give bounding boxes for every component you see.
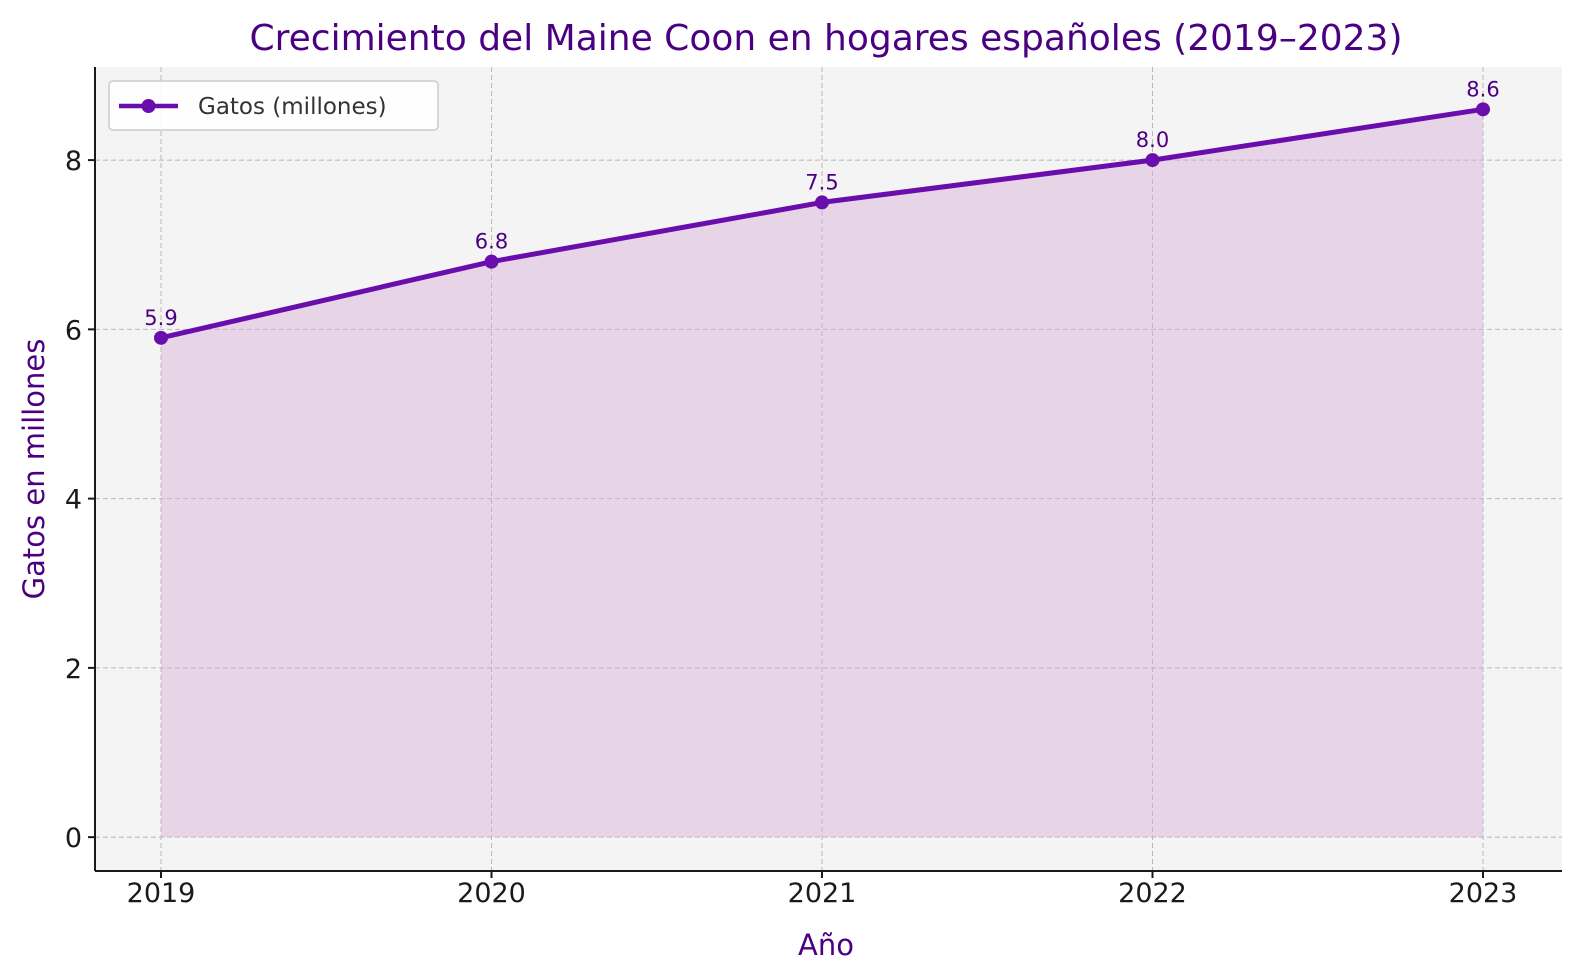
x-axis-label: Año xyxy=(798,928,854,962)
grid xyxy=(95,67,1562,871)
y-ticks: 0 2 4 6 8 xyxy=(65,146,95,854)
legend-label: Gatos (millones) xyxy=(198,94,387,120)
legend: Gatos (millones) xyxy=(108,80,439,131)
x-ticks: 2019 2020 2021 2022 2023 xyxy=(127,871,1518,909)
y-tick-label-4: 8 xyxy=(65,146,82,177)
y-tick-label-1: 2 xyxy=(65,654,82,685)
data-point-2 xyxy=(815,195,829,210)
x-tick-label-0: 2019 xyxy=(127,878,196,909)
data-label-0: 5.9 xyxy=(144,306,177,330)
marker-layer xyxy=(154,102,1490,345)
data-label-2: 7.5 xyxy=(805,170,838,194)
data-point-0 xyxy=(154,330,168,345)
data-label-3: 8.0 xyxy=(1136,128,1169,152)
area-fill xyxy=(161,109,1483,838)
data-point-3 xyxy=(1145,153,1160,168)
y-tick-label-0: 0 xyxy=(65,823,82,854)
x-tick-label-1: 2020 xyxy=(457,878,526,909)
x-tick-label-4: 2023 xyxy=(1449,878,1518,909)
x-tick-label-2: 2021 xyxy=(788,878,857,909)
area-layer xyxy=(161,109,1483,838)
legend-box xyxy=(108,80,439,131)
legend-marker-swatch xyxy=(141,99,156,113)
data-point-4 xyxy=(1476,102,1490,117)
data-label-1: 6.8 xyxy=(475,230,508,254)
data-labels: 5.9 6.8 7.5 8.0 8.6 xyxy=(144,77,1499,330)
chart-title: Crecimiento del Maine Coon en hogares es… xyxy=(250,18,1403,59)
y-tick-label-2: 4 xyxy=(65,485,82,516)
data-point-1 xyxy=(484,254,499,269)
y-axis-label: Gatos en millones xyxy=(17,339,51,600)
y-tick-label-3: 6 xyxy=(65,315,82,346)
x-tick-label-3: 2022 xyxy=(1118,878,1187,909)
data-label-4: 8.6 xyxy=(1466,77,1499,101)
